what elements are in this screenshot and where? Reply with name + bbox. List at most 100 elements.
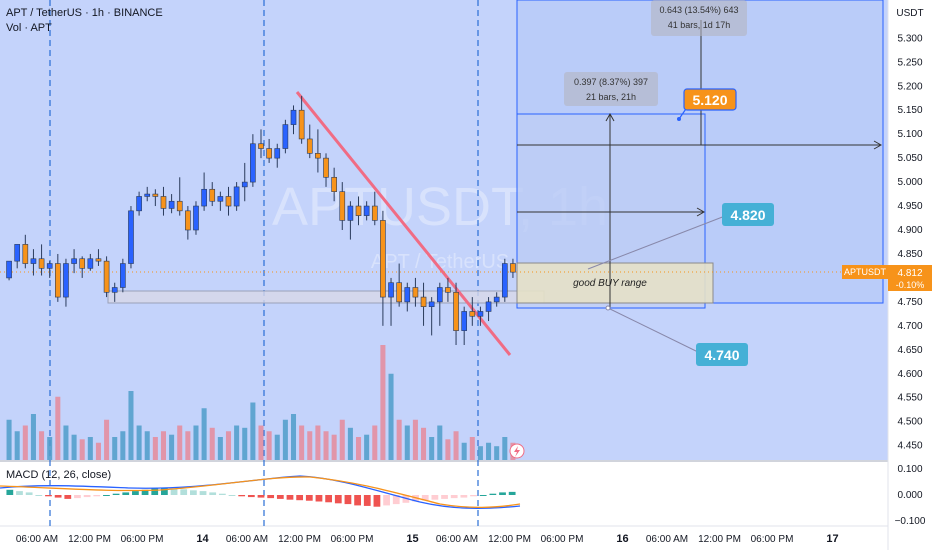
macd-label[interactable]: MACD (12, 26, close) [6, 469, 111, 481]
candle[interactable] [404, 282, 411, 312]
callout-mid[interactable]: 0.397 (8.37%) 397 21 bars, 21h [564, 72, 658, 106]
volume-bar [315, 425, 321, 460]
candle[interactable] [120, 258, 126, 293]
price-tick: 5.250 [897, 57, 922, 68]
candle[interactable] [55, 253, 61, 302]
candle[interactable] [347, 201, 354, 240]
candle[interactable] [217, 191, 224, 211]
candle[interactable] [87, 253, 94, 271]
candle[interactable] [453, 282, 459, 345]
candle[interactable] [412, 277, 419, 307]
candle[interactable] [420, 282, 427, 326]
callout-top[interactable]: 0.643 (13.54%) 643 41 bars, 1d 17h [651, 0, 747, 36]
last-price-tag[interactable]: 4.812 -0.10% [888, 265, 932, 291]
candle[interactable] [79, 256, 86, 278]
pointer-4820 [587, 215, 726, 270]
candle[interactable] [201, 172, 207, 211]
candle[interactable] [168, 194, 175, 214]
volume-legend[interactable]: Vol · APT [6, 22, 52, 34]
target-4820-badge[interactable]: 4.820 [722, 203, 774, 226]
candle[interactable] [6, 260, 12, 281]
candle[interactable] [63, 258, 69, 307]
target-4820-text: 4.820 [730, 207, 765, 223]
candle[interactable] [493, 292, 500, 307]
candle[interactable] [152, 189, 159, 207]
candle[interactable] [298, 95, 305, 144]
candle[interactable] [103, 256, 110, 298]
target-5120-badge[interactable]: 5.120 [683, 88, 737, 111]
lightning-icon[interactable] [509, 443, 525, 459]
candle[interactable] [355, 196, 362, 226]
candle[interactable] [14, 244, 21, 269]
candle[interactable] [282, 119, 289, 154]
candle[interactable] [428, 297, 435, 336]
volume-bar [234, 425, 240, 460]
candle[interactable] [209, 182, 216, 207]
candle[interactable] [241, 162, 248, 202]
candle[interactable] [71, 249, 77, 274]
symbol-title[interactable]: APT / TetherUS · 1h · BINANCE [6, 7, 163, 19]
candle-body [461, 311, 467, 331]
candle[interactable] [128, 206, 134, 269]
candle-body [298, 109, 305, 140]
candle[interactable] [274, 143, 281, 168]
candle[interactable] [176, 177, 183, 216]
candle[interactable] [266, 138, 272, 163]
macd-bar [431, 495, 439, 500]
candle[interactable] [339, 182, 346, 230]
candle[interactable] [363, 201, 370, 221]
candle[interactable] [38, 244, 45, 276]
candle[interactable] [396, 263, 402, 307]
candle[interactable] [193, 201, 199, 235]
ticker-price-tag[interactable]: APTUSDT [842, 265, 888, 279]
macd-axis-ticks: 0.100 0.000 −0.100 [895, 464, 926, 527]
candle[interactable] [315, 129, 321, 173]
target-4740-badge[interactable]: 4.740 [696, 343, 748, 366]
candle[interactable] [258, 129, 264, 159]
candle[interactable] [136, 191, 142, 216]
candle[interactable] [30, 249, 37, 276]
volume-bar [22, 425, 28, 460]
time-axis-bg[interactable] [0, 526, 888, 550]
price-tick: 4.450 [897, 441, 922, 452]
candle[interactable] [144, 186, 151, 202]
candle[interactable] [380, 210, 386, 326]
candle[interactable] [371, 191, 378, 226]
candle-body [168, 200, 175, 209]
time-tick: 14 [196, 533, 209, 545]
candle[interactable] [501, 258, 508, 302]
candle[interactable] [461, 306, 467, 345]
time-tick: 06:00 AM [646, 534, 688, 545]
candle[interactable] [323, 153, 329, 187]
price-tick: 5.150 [897, 105, 922, 116]
time-tick: 06:00 PM [121, 534, 164, 545]
currency-label[interactable]: USDT [896, 8, 923, 19]
candle[interactable] [290, 105, 297, 135]
price-tick: 4.750 [897, 297, 922, 308]
candle[interactable] [477, 306, 484, 326]
volume-bar [356, 437, 362, 460]
drawings[interactable] [0, 0, 888, 356]
candle[interactable] [469, 297, 476, 326]
candle[interactable] [445, 277, 451, 302]
candle[interactable] [185, 206, 191, 240]
candle[interactable] [485, 297, 492, 322]
candle[interactable] [233, 182, 240, 211]
candle[interactable] [22, 234, 29, 269]
volume-bar [63, 425, 69, 460]
candle[interactable] [436, 282, 443, 326]
candle[interactable] [510, 258, 516, 278]
candle[interactable] [388, 277, 394, 326]
candle[interactable] [95, 249, 102, 266]
candle[interactable] [225, 186, 232, 216]
candle[interactable] [331, 167, 337, 202]
candle[interactable] [250, 134, 256, 187]
candles[interactable] [6, 95, 516, 345]
candle[interactable] [306, 124, 313, 159]
macd-bar [170, 488, 178, 495]
candle[interactable] [111, 282, 118, 302]
candle[interactable] [160, 186, 167, 216]
macd-bar [132, 491, 139, 495]
candle[interactable] [46, 261, 53, 278]
